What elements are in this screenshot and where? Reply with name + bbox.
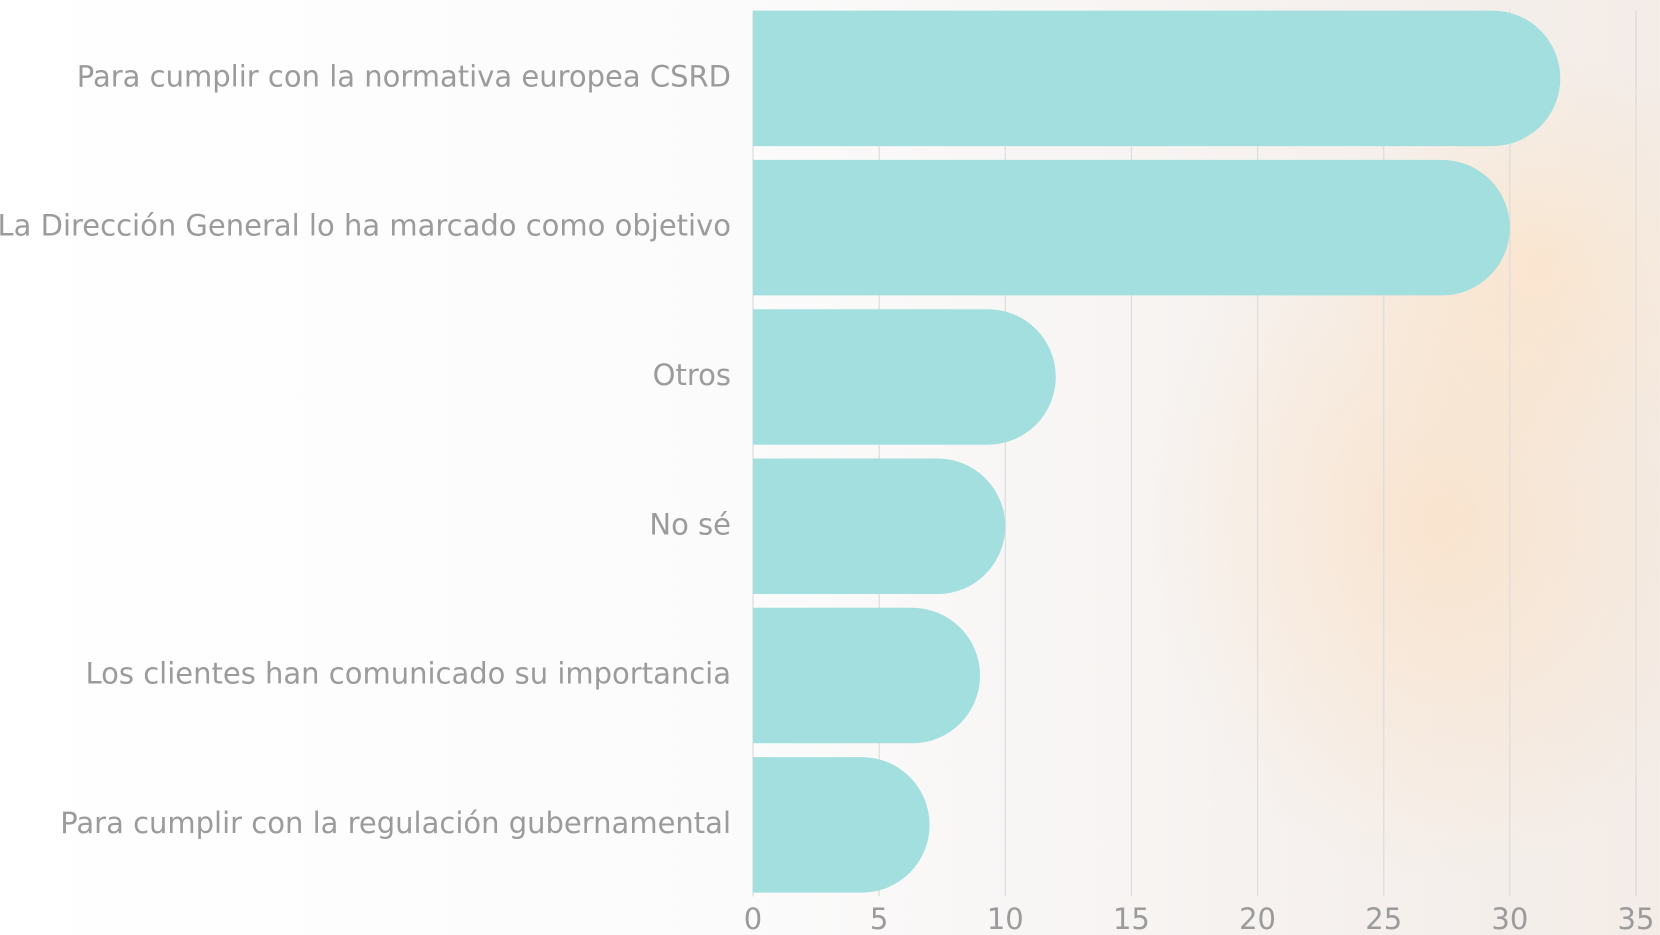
x-tick-label: 35 [1618,902,1655,935]
category-label: Los clientes han comunicado su importanc… [85,657,731,691]
x-tick-label: 20 [1239,902,1276,935]
category-label: Para cumplir con la normativa europea CS… [77,59,731,93]
x-tick-label: 15 [1113,902,1150,935]
bar [753,159,1510,296]
x-tick-label: 30 [1491,902,1528,935]
bar [753,607,981,744]
category-label: No sé [649,507,731,541]
x-tick-label: 10 [987,902,1024,935]
x-tick-label: 0 [744,902,762,935]
category-label: Para cumplir con la regulación gubername… [60,806,731,840]
x-tick-label: 5 [870,902,888,935]
category-label: Otros [653,358,731,392]
bar [753,10,1561,147]
bar [753,458,1006,594]
x-tick-label: 25 [1365,902,1402,935]
bar [753,309,1056,445]
category-label: La Dirección General lo ha marcado como … [0,209,731,243]
bar [753,757,930,893]
